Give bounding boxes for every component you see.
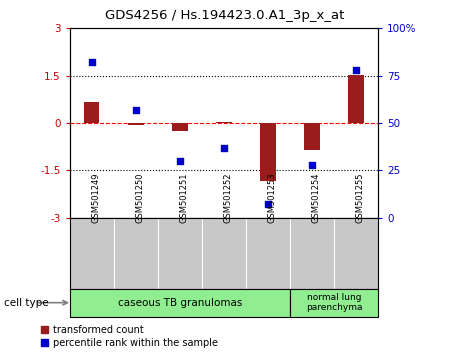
Bar xyxy=(260,123,275,181)
Bar xyxy=(348,75,364,123)
Text: GSM501253: GSM501253 xyxy=(268,173,277,223)
Text: GSM501255: GSM501255 xyxy=(356,173,365,223)
Point xyxy=(352,67,360,73)
Text: caseous TB granulomas: caseous TB granulomas xyxy=(117,298,242,308)
Bar xyxy=(290,289,378,317)
Bar xyxy=(172,123,188,131)
Legend: transformed count, percentile rank within the sample: transformed count, percentile rank withi… xyxy=(41,325,217,348)
Text: GSM501251: GSM501251 xyxy=(180,173,189,223)
Bar xyxy=(304,123,320,150)
Text: GSM501249: GSM501249 xyxy=(92,173,101,223)
Text: GSM501252: GSM501252 xyxy=(224,173,233,223)
Text: GSM501250: GSM501250 xyxy=(136,173,145,223)
Text: normal lung
parenchyma: normal lung parenchyma xyxy=(306,293,362,312)
Point xyxy=(88,59,95,65)
Point xyxy=(264,202,271,207)
Point xyxy=(308,162,315,167)
Bar xyxy=(70,289,290,317)
Point xyxy=(220,145,228,150)
Bar xyxy=(128,123,144,125)
Bar xyxy=(84,103,99,123)
Point xyxy=(132,107,140,113)
Point xyxy=(176,158,184,164)
Text: GDS4256 / Hs.194423.0.A1_3p_x_at: GDS4256 / Hs.194423.0.A1_3p_x_at xyxy=(105,9,345,22)
Text: cell type: cell type xyxy=(4,298,49,308)
Text: GSM501254: GSM501254 xyxy=(312,173,321,223)
Bar xyxy=(216,122,232,123)
